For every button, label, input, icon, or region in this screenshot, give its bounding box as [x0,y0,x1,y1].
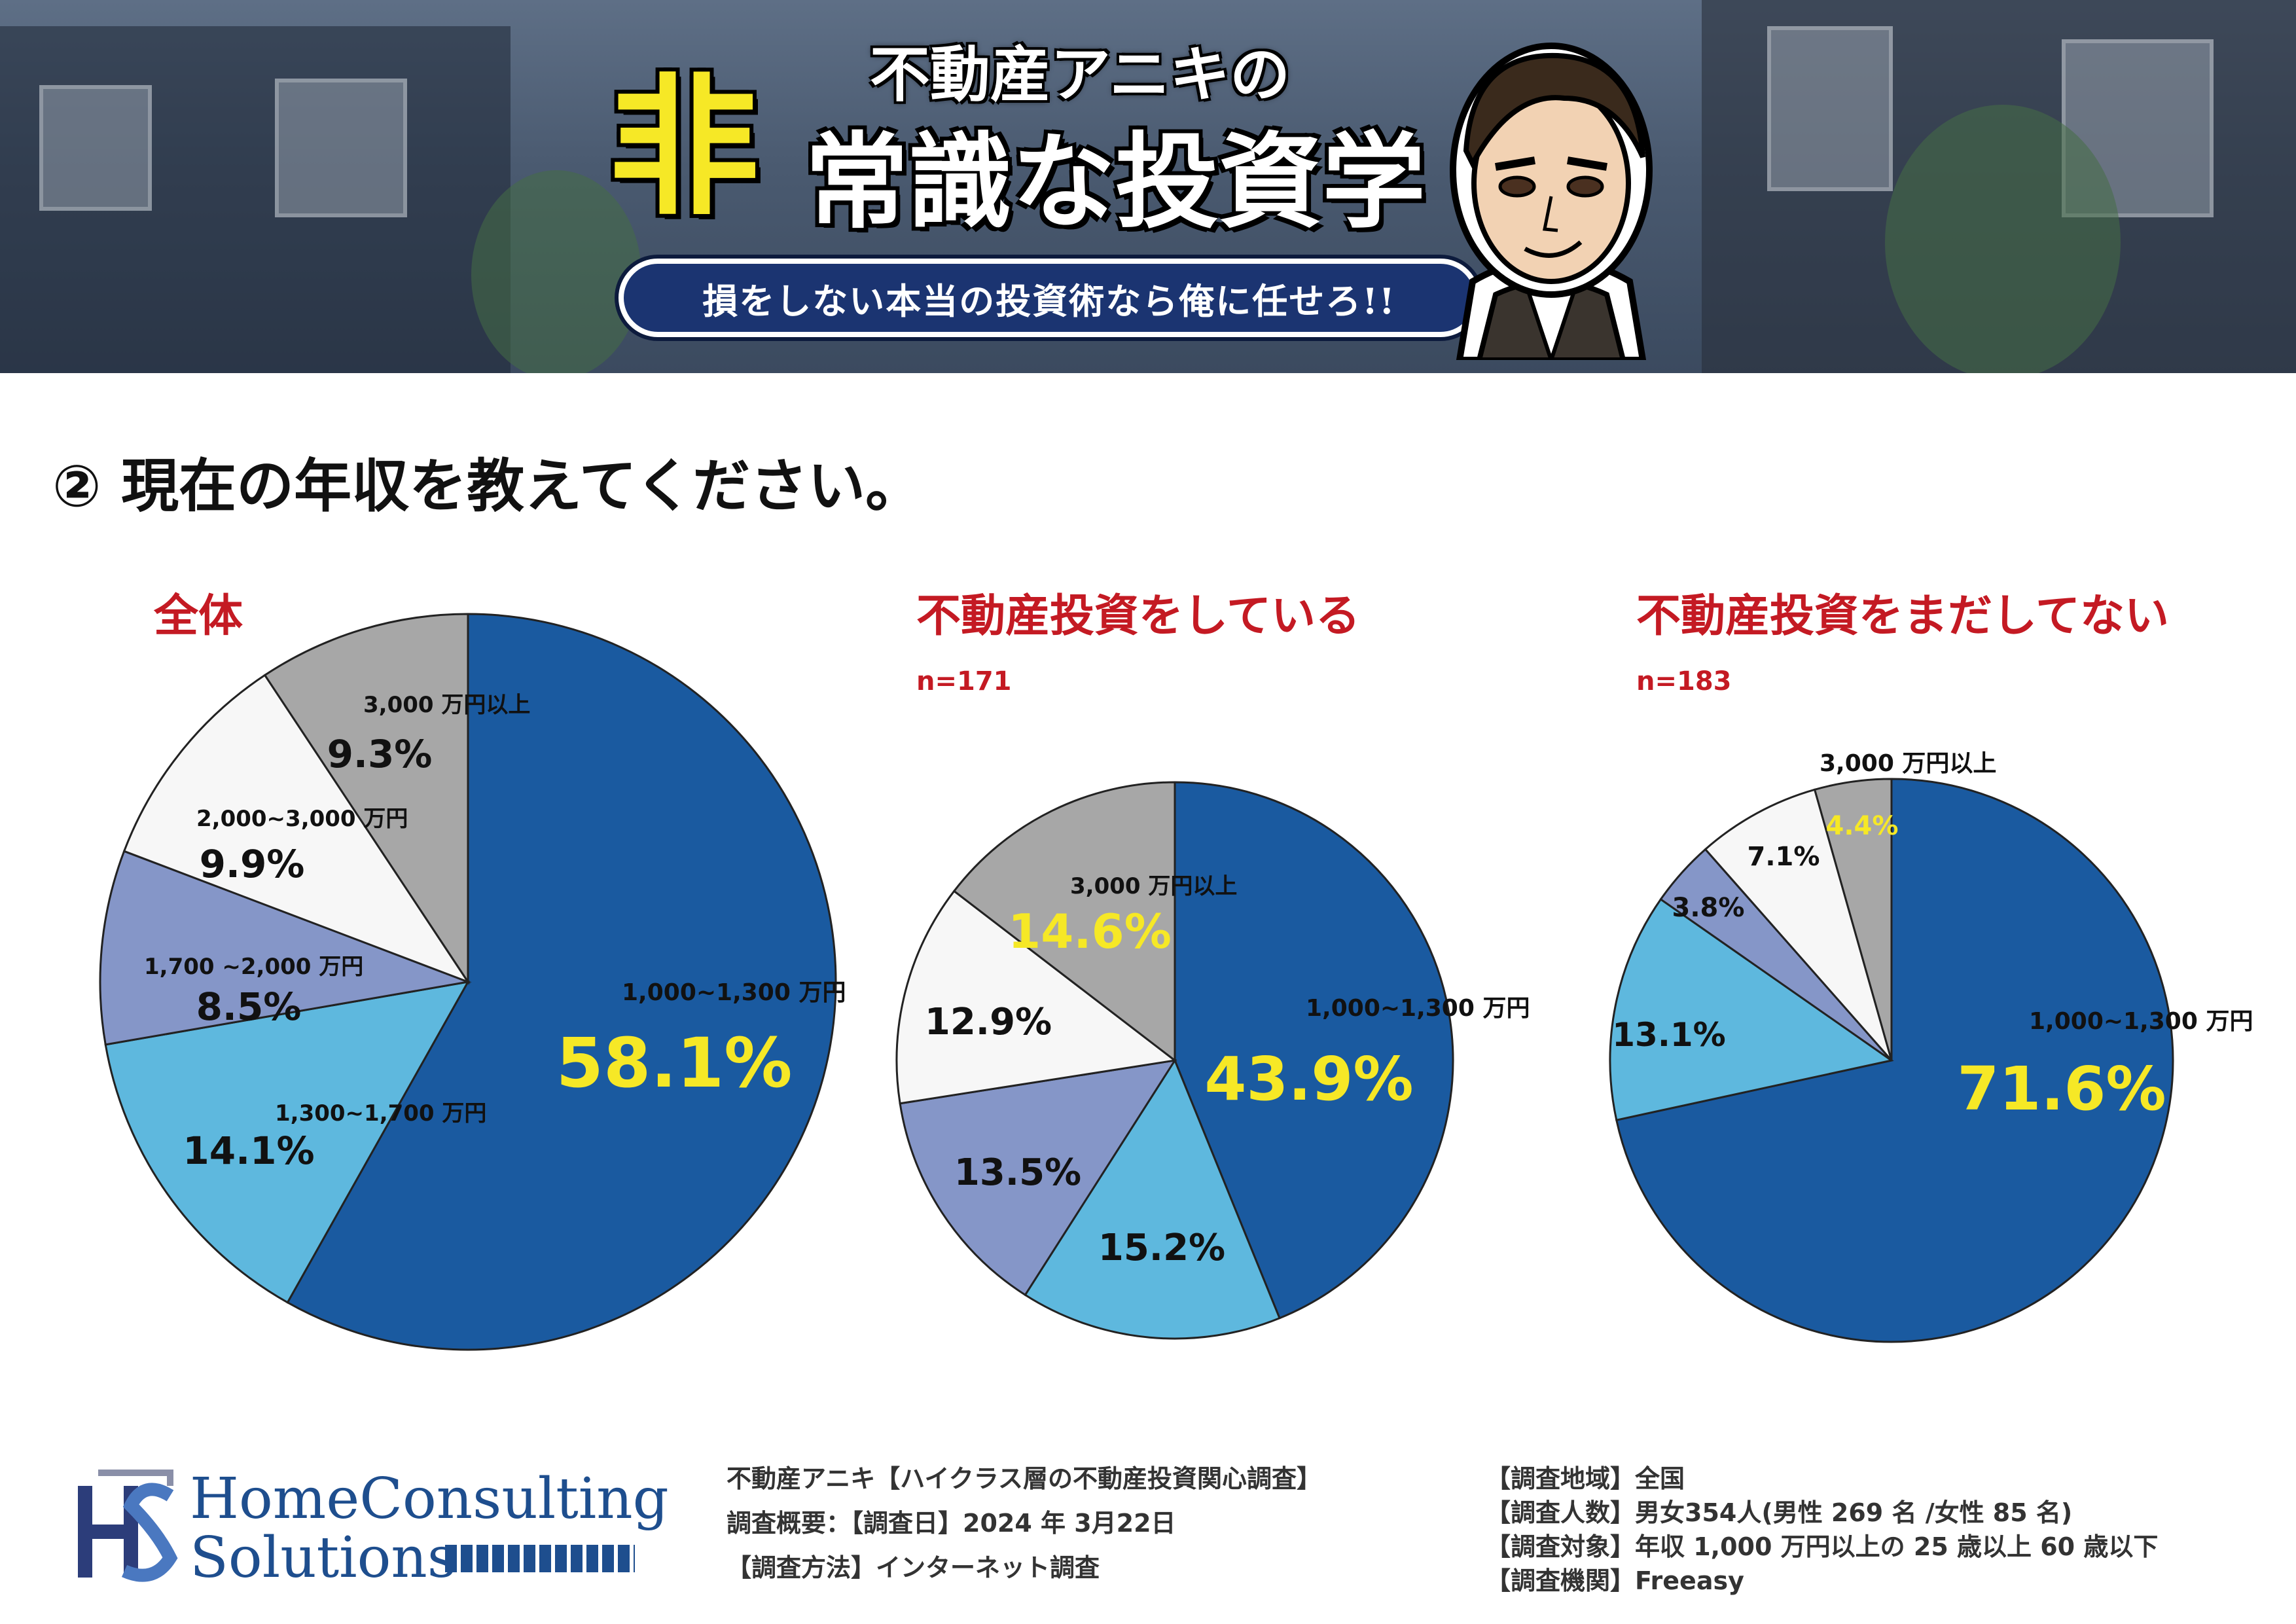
pie-slice [1174,781,1454,1320]
pie-slice [263,613,469,985]
pie-slice-value-label: 3.8% [1672,893,1745,923]
pie-slice-category-label: 3,000 万円以上 [1820,750,1996,777]
pie-slice-value-label: 13.5% [954,1151,1081,1194]
background-window [1767,26,1893,191]
pie-slice [104,980,470,1304]
background-tree [1885,105,2121,373]
pie-slice-category-label: 1,000~1,300 万円 [1306,995,1530,1022]
pie-slice-value-label: 71.6% [1957,1054,2166,1124]
pie-chart-1: 1,000~1,300 万円 43.9% 15.2% 13.5% 12.9% 3,000 … [895,781,1530,1340]
survey-target: 【調査対象】年収 1,000 万円以上の 25 歳以上 60 歳以下 [1486,1532,2159,1561]
pie-slice-category-label: 3,000 万円以上 [363,692,530,718]
chart-sample-size-investing: n=171 [916,666,1012,696]
pie-slice-value-label: 4.4% [1826,811,1899,841]
pie-slice-category-label: 3,000 万円以上 [1070,873,1237,899]
pie-slice [1609,897,1894,1121]
pie-slice-value-label: 14.1% [183,1128,314,1173]
pie-slice [1024,1058,1281,1340]
question-heading: ② 現在の年収を教えてください。 [52,452,924,520]
banner-tagline-box: 損をしない本当の投資術なら俺に任せろ!! [619,259,1480,337]
pie-slice [1813,778,1893,1061]
background-window [39,85,152,211]
chart-title-not-investing: 不動産投資をまだしてない [1636,590,2169,642]
survey-region: 【調査地域】全国 [1486,1464,1685,1493]
pie-slice-value-label: 9.9% [200,842,305,886]
company-logo: HomeConsulting Solutions [72,1460,669,1591]
pie-slice-value-label: 15.2% [1098,1227,1225,1269]
pie-slice [895,890,1177,1105]
pie-slice [1704,788,1893,1061]
pie-slice-category-label: 1,000~1,300 万円 [2029,1008,2253,1035]
pie-slice [899,1059,1177,1297]
pie-slice-value-label: 8.5% [196,984,302,1029]
pie-slice-value-label: 9.3% [327,732,433,776]
background-building [0,26,511,373]
pie-slice [952,781,1176,1063]
pie-slice [122,674,471,984]
chart-title-investing: 不動産投資をしている [916,590,1360,642]
pie-slice-category-label: 1,700 ~2,000 万円 [144,954,363,980]
banner-title: 常識な投資学 [805,122,1426,243]
pie-slice [99,850,472,1046]
pie-slice-value-label: 13.1% [1612,1016,1725,1054]
banner-tagline: 損をしない本当の投資術なら俺に任せろ!! [702,280,1396,322]
pie-slice-category-label: 2,000~3,000 万円 [196,806,408,832]
pie-slice-category-label: 1,000~1,300 万円 [622,979,846,1006]
survey-date: 調査概要：【調査日】2024 年 3月22日 [726,1509,1176,1538]
banner-series-title: 不動産アニキの [869,39,1291,110]
background-window [275,79,407,217]
background-tree [471,170,641,373]
pie-slice-value-label: 43.9% [1204,1044,1413,1114]
pie-slice-value-label: 7.1% [1748,842,1820,872]
chart-title-all: 全体 [154,590,243,642]
pie-slice [286,613,837,1351]
pie-slice-category-label: 1,300~1,700 万円 [275,1100,486,1127]
survey-title: 不動産アニキ【ハイクラス層の不動産投資関心調査】 [726,1464,1321,1493]
chart-sample-size-not-investing: n=183 [1636,666,1732,696]
pie-slice-value-label: 58.1% [556,1023,793,1103]
survey-agency: 【調査機関】Freeasy [1486,1566,1744,1595]
pie-slice-value-label: 12.9% [925,1001,1052,1043]
header-banner: 不動産アニキの 非 常識な投資学 損をしない本当の投資術なら俺に任せろ!! [0,0,2296,373]
survey-respondents: 【調査人数】男女354人(男性 269 名 /女性 85 名) [1486,1498,2073,1527]
logo-text-line1: HomeConsulting [190,1466,669,1532]
banner-title-highlight: 非 [609,59,760,236]
pie-chart-2: 1,000~1,300 万円 71.6% 13.1% 3.8%7.1% 3,000 万円… [1609,750,2253,1343]
survey-method: 【調査方法】インターネット調査 [726,1553,1100,1582]
pie-slice [1615,778,2174,1343]
logo-text-line2: Solutions [190,1525,456,1591]
character-avatar-illustration [1450,43,1653,360]
pie-slice-value-label: 14.6% [1008,904,1172,959]
hcs-logo-mark-icon [78,1470,178,1582]
logo-stripe-decoration [445,1545,635,1572]
